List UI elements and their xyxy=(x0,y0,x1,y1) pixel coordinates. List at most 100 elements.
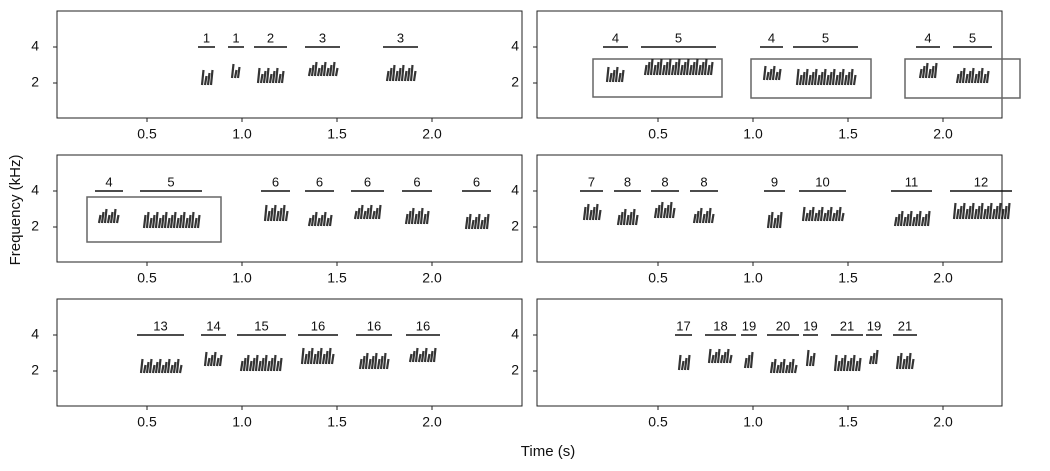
syllable-label: 16 xyxy=(367,318,381,333)
group-box xyxy=(904,58,1021,99)
x-tick-label: 1.5 xyxy=(327,414,347,430)
x-tick-label: 0.5 xyxy=(137,126,157,142)
syllable-label: 19 xyxy=(867,318,881,333)
spectrogram-trace xyxy=(307,211,333,227)
y-tick-label: 2 xyxy=(31,74,39,90)
spectrogram-trace xyxy=(605,66,625,83)
syllable-label: 12 xyxy=(974,174,988,189)
spectrogram-trace xyxy=(239,354,283,372)
spectrogram-trace xyxy=(692,207,715,224)
spectrogram-trace xyxy=(918,62,938,79)
y-tick-label: 2 xyxy=(31,362,39,378)
syllable-label: 5 xyxy=(822,30,829,45)
spectrogram-trace xyxy=(893,210,931,227)
spectrogram-trace xyxy=(766,211,783,229)
spectrogram-trace xyxy=(256,67,285,84)
syllable-label: 6 xyxy=(272,174,279,189)
syllable-label: 4 xyxy=(612,30,619,45)
x-tick-label: 1.5 xyxy=(838,126,858,142)
x-tick-label: 1.5 xyxy=(838,414,858,430)
spectrogram-trace xyxy=(643,58,714,76)
spectrogram-trace xyxy=(139,358,183,374)
spectrogram-trace xyxy=(307,61,339,77)
syllable-label: 16 xyxy=(416,318,430,333)
syllable-label: 10 xyxy=(815,174,829,189)
syllable-label: 4 xyxy=(105,174,112,189)
spectrogram-trace xyxy=(895,352,915,370)
y-tick-label: 2 xyxy=(511,362,519,378)
x-tick-label: 1.5 xyxy=(327,270,347,286)
spectrogram-trace xyxy=(142,211,201,229)
y-tick-label: 4 xyxy=(511,38,519,54)
panel-frame xyxy=(56,10,523,119)
spectrogram-trace xyxy=(616,208,639,226)
syllable-label: 19 xyxy=(803,318,817,333)
y-tick-label: 4 xyxy=(31,38,39,54)
spectrogram-trace xyxy=(762,65,782,81)
y-tick-label: 2 xyxy=(511,74,519,90)
spectrogram-trace xyxy=(795,68,857,86)
syllable-label: 1 xyxy=(232,30,239,45)
spectrogram-trace xyxy=(230,63,241,79)
syllable-label: 13 xyxy=(153,318,167,333)
x-tick-label: 1.5 xyxy=(838,270,858,286)
syllable-label: 6 xyxy=(316,174,323,189)
syllable-label: 18 xyxy=(713,318,727,333)
panel-frame xyxy=(56,298,523,407)
spectrogram-trace xyxy=(404,207,430,225)
panel-frame xyxy=(536,154,1003,263)
x-tick-label: 2.0 xyxy=(422,126,442,142)
x-tick-label: 0.5 xyxy=(648,270,668,286)
spectrogram-trace xyxy=(952,202,1011,220)
syllable-label: 2 xyxy=(267,30,274,45)
x-tick-label: 1.0 xyxy=(232,414,252,430)
x-tick-label: 2.0 xyxy=(422,414,442,430)
x-tick-label: 2.0 xyxy=(933,270,953,286)
syllable-label: 3 xyxy=(397,30,404,45)
syllable-label: 8 xyxy=(700,174,707,189)
syllable-label: 16 xyxy=(311,318,325,333)
syllable-label: 4 xyxy=(768,30,775,45)
spectrogram-trace xyxy=(300,347,335,365)
spectrogram-trace xyxy=(353,204,382,220)
y-tick-label: 2 xyxy=(31,218,39,234)
syllable-label: 6 xyxy=(364,174,371,189)
syllable-label: 14 xyxy=(206,318,220,333)
syllable-label: 7 xyxy=(588,174,595,189)
x-tick-label: 2.0 xyxy=(933,414,953,430)
spectrogram-trace xyxy=(464,213,490,230)
y-tick-label: 4 xyxy=(31,182,39,198)
syllable-label: 6 xyxy=(413,174,420,189)
syllable-label: 5 xyxy=(167,174,174,189)
spectrogram-trace xyxy=(743,351,754,369)
x-tick-label: 2.0 xyxy=(933,126,953,142)
x-tick-label: 1.5 xyxy=(327,126,347,142)
x-axis-label: Time (s) xyxy=(521,443,575,460)
spectrogram-trace xyxy=(203,351,223,367)
syllable-label: 4 xyxy=(924,30,931,45)
syllable-label: 17 xyxy=(676,318,690,333)
x-tick-label: 2.0 xyxy=(422,270,442,286)
spectrogram-trace xyxy=(955,67,990,84)
y-tick-label: 4 xyxy=(511,182,519,198)
syllable-label: 3 xyxy=(319,30,326,45)
x-tick-label: 1.0 xyxy=(743,270,763,286)
syllable-label: 5 xyxy=(675,30,682,45)
spectrogram-trace xyxy=(582,203,602,221)
spectrogram-trace xyxy=(408,347,437,363)
syllable-label: 15 xyxy=(254,318,268,333)
panel-frame xyxy=(536,10,1003,119)
x-tick-label: 1.0 xyxy=(743,126,763,142)
spectrogram-trace xyxy=(801,206,845,222)
spectrogram-trace xyxy=(805,349,816,367)
syllable-label: 8 xyxy=(661,174,668,189)
group-box xyxy=(86,196,222,243)
spectrogram-trace xyxy=(97,208,120,224)
y-tick-label: 4 xyxy=(31,326,39,342)
panel-frame xyxy=(56,154,523,263)
spectrogram-trace xyxy=(653,201,676,219)
y-tick-label: 2 xyxy=(511,218,519,234)
spectrogram-trace xyxy=(707,348,733,364)
syllable-label: 20 xyxy=(776,318,790,333)
x-tick-label: 0.5 xyxy=(137,270,157,286)
